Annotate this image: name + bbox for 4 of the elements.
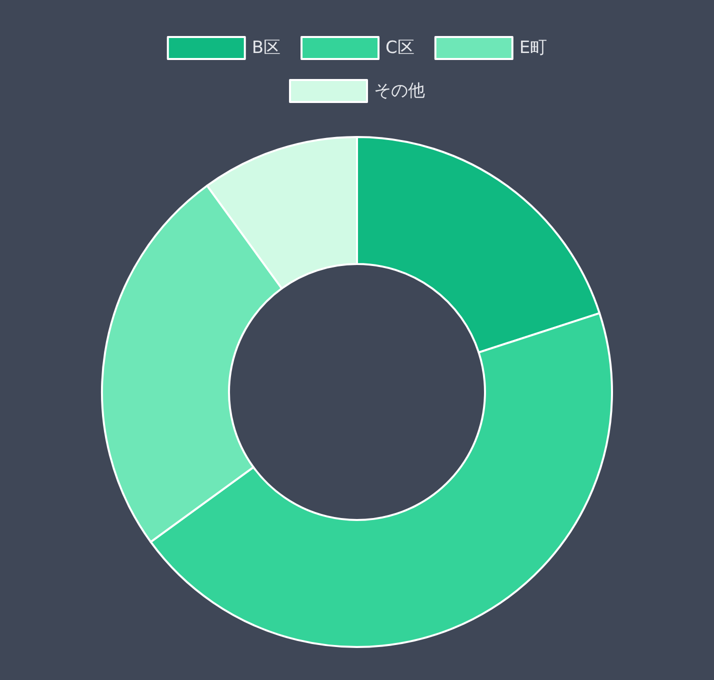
legend-label: B区 [252,38,281,58]
legend-label: C区 [386,38,414,58]
legend-label: その他 [374,81,425,101]
legend-label: E町 [519,38,548,58]
